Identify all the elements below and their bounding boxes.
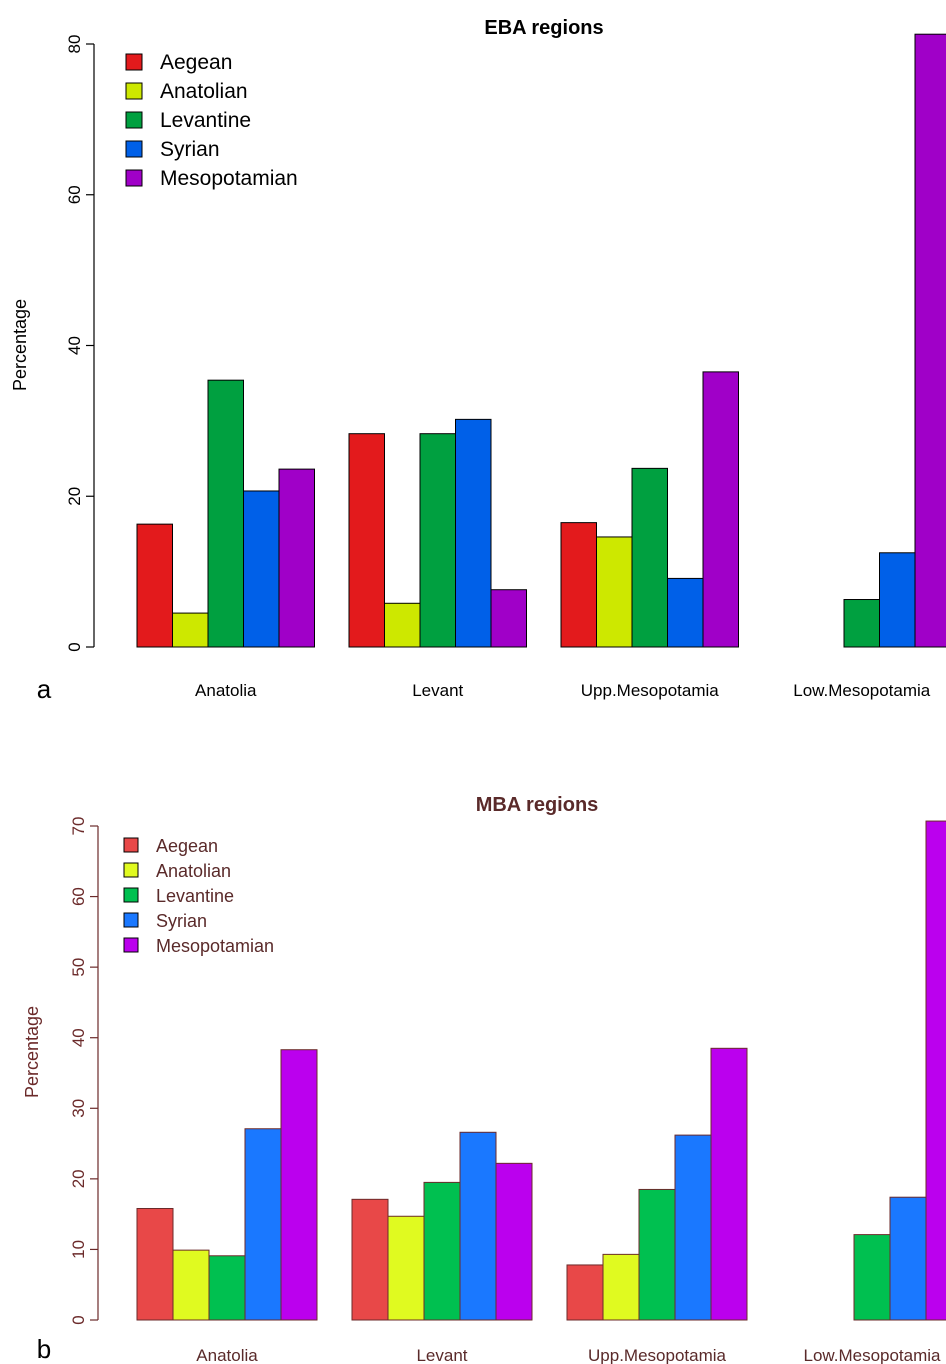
bar-mesopotamian-anatolia: [280, 1049, 318, 1321]
legend-swatch: [123, 837, 139, 853]
y-tick-label: 40: [65, 336, 84, 355]
panel-label: a: [37, 674, 52, 704]
category-labels: Anatolia Levant Upp.Mesopotamia Low.Mesopot…: [196, 1346, 941, 1364]
bars: [136, 820, 946, 1321]
x-tick-label: Upp.Mesopotamia: [588, 1346, 727, 1364]
y-tick-label: 0: [65, 642, 84, 651]
bar-syrian-anatolia: [244, 1128, 282, 1321]
legend-swatch: [123, 937, 139, 953]
legend-swatch: [125, 53, 143, 71]
bar-levantine-low-mesopotamia: [853, 1234, 891, 1321]
category-labels: Anatolia Levant Upp.Mesopotamia Low.Mesopot…: [195, 681, 931, 700]
y-tick-label: 0: [69, 1315, 88, 1324]
x-tick-label: Levant: [412, 681, 463, 700]
y-axis-label: Percentage: [22, 1006, 42, 1098]
legend-label: Aegean: [160, 51, 232, 74]
legend-label: Aegean: [156, 836, 218, 856]
y-tick-label: 60: [69, 887, 88, 906]
bar-aegean-anatolia: [136, 523, 173, 648]
legend-label: Syrian: [156, 911, 207, 931]
legend-swatch: [125, 169, 143, 187]
bar-anatolian-anatolia: [172, 1249, 210, 1321]
y-tick-label: 80: [65, 35, 84, 54]
bar-levantine-upp-mesopotamia: [631, 467, 668, 648]
bar-mesopotamian-low-mesopotamia: [925, 820, 946, 1321]
bar-aegean-upp-mesopotamia: [566, 1264, 604, 1321]
bar-syrian-low-mesopotamia: [889, 1196, 927, 1321]
chart-title: EBA regions: [484, 17, 603, 39]
y-tick-label: 20: [69, 1169, 88, 1188]
y-axis-label: Percentage: [10, 299, 30, 391]
y-tick-label: 20: [65, 487, 84, 506]
bar-mesopotamian-levant: [490, 589, 527, 648]
legend-label: Levantine: [160, 109, 251, 132]
bar-mesopotamian-anatolia: [278, 468, 315, 648]
bar-levantine-anatolia: [208, 1255, 246, 1321]
y-tick-label: 60: [65, 185, 84, 204]
legend-label: Mesopotamian: [160, 167, 298, 190]
x-tick-label: Anatolia: [195, 681, 257, 700]
y-tick-label: 30: [69, 1099, 88, 1118]
chart-panel-eba: EBA regions Percentage a 0 20 40 60 80 Anato…: [10, 17, 946, 704]
bar-syrian-anatolia: [243, 490, 280, 648]
bar-levantine-upp-mesopotamia: [638, 1188, 676, 1321]
bar-anatolian-levant: [387, 1215, 425, 1321]
bar-mesopotamian-low-mesopotamia: [914, 33, 946, 648]
legend-label: Anatolian: [160, 80, 248, 103]
bar-syrian-levant: [459, 1131, 497, 1321]
bar-syrian-upp-mesopotamia: [674, 1134, 712, 1321]
bar-anatolian-anatolia: [172, 612, 209, 648]
chart-title: MBA regions: [476, 794, 599, 816]
bar-syrian-upp-mesopotamia: [667, 577, 704, 648]
bar-aegean-anatolia: [136, 1207, 174, 1321]
x-tick-label: Levant: [416, 1346, 467, 1364]
bar-levantine-levant: [423, 1181, 461, 1321]
legend-swatch: [123, 912, 139, 928]
bar-mesopotamian-upp-mesopotamia: [710, 1047, 748, 1321]
bar-levantine-low-mesopotamia: [843, 599, 880, 648]
legend-swatch: [125, 140, 143, 158]
bar-aegean-levant: [348, 433, 385, 648]
y-tick-label: 50: [69, 958, 88, 977]
bar-mesopotamian-levant: [495, 1162, 533, 1321]
bar-aegean-levant: [351, 1198, 389, 1321]
bar-syrian-low-mesopotamia: [879, 552, 916, 648]
y-tick-label: 40: [69, 1028, 88, 1047]
x-tick-label: Low.Mesopotamia: [803, 1346, 941, 1364]
bar-anatolian-upp-mesopotamia: [602, 1253, 640, 1321]
x-tick-label: Anatolia: [196, 1346, 258, 1364]
x-tick-label: Low.Mesopotamia: [793, 681, 931, 700]
legend-label: Mesopotamian: [156, 936, 274, 956]
legend-label: Anatolian: [156, 861, 231, 881]
y-tick-label: 70: [69, 817, 88, 836]
legend-swatch: [123, 887, 139, 903]
legend-label: Syrian: [160, 138, 220, 161]
bars: [136, 33, 946, 648]
legend-label: Levantine: [156, 886, 234, 906]
y-axis: 0 10 20 30 40 50 60 70: [69, 817, 99, 1325]
legend-swatch: [123, 862, 139, 878]
bar-levantine-levant: [419, 433, 456, 648]
bar-aegean-upp-mesopotamia: [560, 522, 597, 648]
bar-levantine-anatolia: [207, 379, 244, 648]
bar-anatolian-levant: [384, 602, 421, 648]
legend-swatch: [125, 82, 143, 100]
bar-anatolian-upp-mesopotamia: [596, 536, 633, 648]
chart-panel-mba: MBA regions Percentage b 0 10 20 30 40 50 60 70…: [22, 794, 946, 1364]
y-axis: 0 20 40 60 80: [65, 35, 95, 652]
legend: Aegean Anatolian Levantine Syrian Mesopotami…: [125, 51, 298, 190]
panel-label: b: [37, 1334, 51, 1364]
legend-swatch: [125, 111, 143, 129]
y-tick-label: 10: [69, 1240, 88, 1259]
legend: Aegean Anatolian Levantine Syrian Mesopotami…: [123, 836, 274, 956]
x-tick-label: Upp.Mesopotamia: [581, 681, 720, 700]
bar-syrian-levant: [455, 418, 492, 648]
bar-mesopotamian-upp-mesopotamia: [702, 371, 739, 648]
